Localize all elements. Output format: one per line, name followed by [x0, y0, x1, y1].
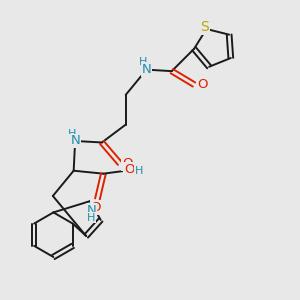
- Text: N: N: [142, 63, 152, 76]
- Text: H: H: [135, 166, 143, 176]
- Text: H: H: [139, 57, 148, 67]
- Text: O: O: [122, 157, 132, 170]
- Text: O: O: [124, 163, 135, 176]
- Text: H: H: [68, 129, 76, 139]
- Text: S: S: [201, 20, 209, 34]
- Text: O: O: [197, 78, 208, 91]
- Text: N: N: [70, 134, 80, 148]
- Text: N: N: [86, 204, 96, 217]
- Text: H: H: [87, 212, 96, 223]
- Text: O: O: [91, 201, 101, 214]
